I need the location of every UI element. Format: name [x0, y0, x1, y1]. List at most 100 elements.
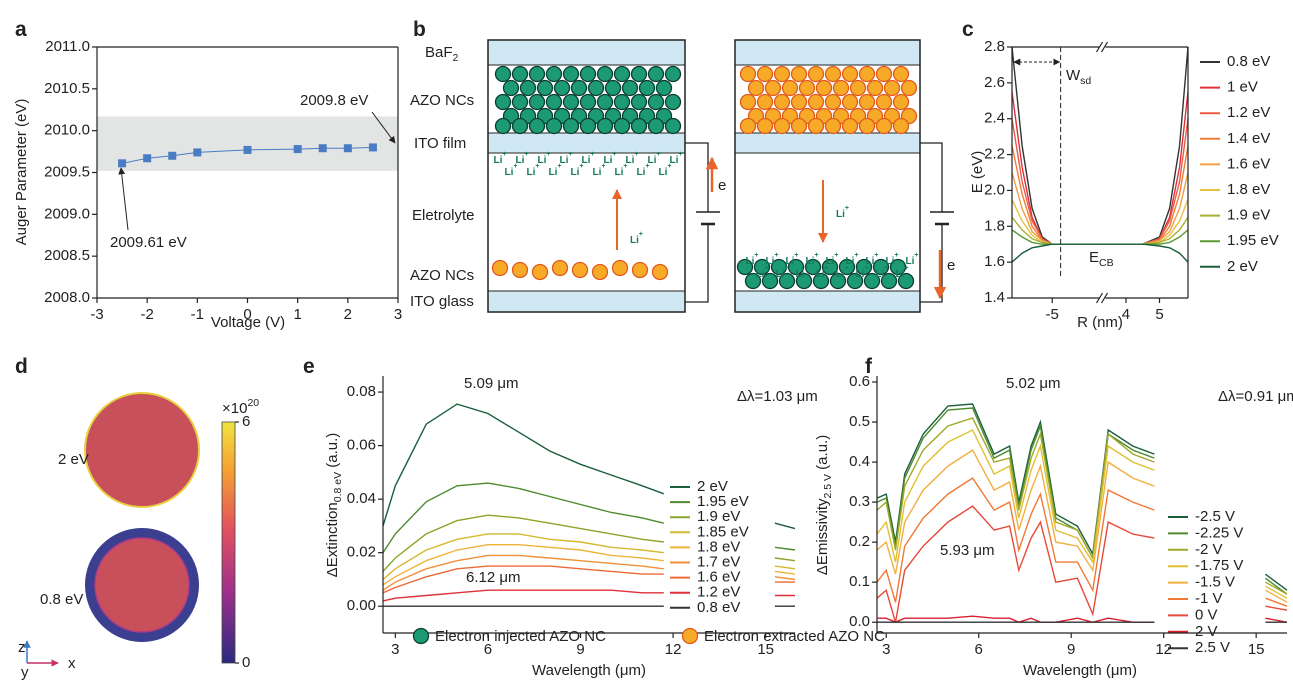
- text-sup: +: [535, 163, 539, 170]
- text-part: e: [718, 177, 726, 194]
- text-part: 2008.0: [44, 289, 90, 306]
- text-part: 2: [344, 306, 352, 323]
- text-part: Li: [856, 269, 865, 280]
- text-part: -2 V: [1195, 541, 1223, 558]
- text-part: 2009.61 eV: [110, 234, 187, 251]
- text-sup: +: [645, 163, 649, 170]
- text-part: Li: [648, 155, 657, 166]
- nanocrystal-injected: [502, 79, 520, 97]
- nanocrystal-injected: [596, 65, 614, 83]
- li-ion: Li+: [670, 151, 683, 166]
- text-part: b: [413, 18, 426, 41]
- li-ion: Li+: [816, 265, 829, 280]
- y-tick-label: 1.6: [984, 253, 1005, 270]
- text-part: Li: [560, 155, 569, 166]
- text-part: 2.5 V: [1195, 639, 1230, 656]
- axis-glyph: y: [21, 664, 29, 681]
- text-part: Δλ=0.91 μm: [1218, 388, 1293, 405]
- text-sup: +: [845, 205, 849, 212]
- text-part: ITO glass: [410, 293, 474, 310]
- nanocrystal-injected: [570, 79, 588, 97]
- nanocrystal-injected: [596, 93, 614, 111]
- text-sup: +: [568, 151, 572, 158]
- nanocrystal-injected: [647, 117, 665, 135]
- text-part: -1.5 V: [1195, 574, 1235, 591]
- text-part: -1 V: [1195, 590, 1223, 607]
- text-part: -1: [191, 306, 204, 323]
- nanocrystal-injected: [753, 258, 771, 276]
- y-tick-label: 0.5: [849, 413, 870, 430]
- text-sup: +: [794, 252, 798, 259]
- li-ion: Li+: [846, 252, 859, 267]
- text-part: Li: [896, 269, 905, 280]
- legend-label: 1.4 eV: [1227, 130, 1270, 147]
- nanocrystal-extracted: [571, 261, 589, 279]
- nanocrystal-extracted: [858, 93, 876, 111]
- y-tick-label: 2.8: [984, 38, 1005, 55]
- text-part: R (nm): [1077, 314, 1123, 331]
- nanocrystal-extracted: [824, 93, 842, 111]
- li-ion: Li+: [527, 163, 540, 178]
- x-tick-label: 15: [757, 641, 774, 658]
- y-tick-label: 0.02: [347, 544, 376, 561]
- panel-label: b: [413, 18, 426, 41]
- nanocrystal-injected: [494, 117, 512, 135]
- x-tick-label: -2: [140, 306, 153, 323]
- text-sup: +: [557, 163, 561, 170]
- y-tick-label: 2009.0: [44, 205, 90, 222]
- annotation: 2009.8 eV: [300, 92, 368, 109]
- nanocrystal-extracted: [807, 93, 825, 111]
- text-part: Li: [593, 167, 602, 178]
- nanocrystal-injected: [761, 272, 779, 290]
- nanocrystal-injected: [562, 93, 580, 111]
- baf-layer: [487, 39, 686, 66]
- data-line: [876, 505, 1288, 623]
- x-tick-label: -1: [191, 306, 204, 323]
- text-part: ×10: [222, 400, 247, 417]
- data-line: [382, 514, 796, 572]
- legend-label: Electron extracted AZO NC: [704, 628, 885, 645]
- nanocrystal-extracted: [756, 93, 774, 111]
- text-part: Li: [604, 155, 613, 166]
- nanocrystal-injected: [604, 79, 622, 97]
- text-sup: +: [623, 163, 627, 170]
- text-part: 6: [242, 413, 250, 430]
- text-part: (a.u.): [324, 433, 341, 472]
- text-part: Li: [527, 167, 536, 178]
- li-ion: Li+: [876, 265, 889, 280]
- nanocrystal-injected: [613, 117, 631, 135]
- li-ion: Li+: [549, 163, 562, 178]
- text-part: 0.00: [347, 597, 376, 614]
- text-part: d: [15, 355, 28, 378]
- text-part: 15: [1248, 641, 1265, 658]
- text-part: 1.2 eV: [697, 584, 740, 601]
- nanocrystal-injected: [562, 117, 580, 135]
- legend-label: 2 eV: [697, 478, 728, 495]
- text-sup: +: [824, 265, 828, 272]
- text-part: 0.8 eV: [1227, 53, 1270, 70]
- text-part: -3: [90, 306, 103, 323]
- legend-label: 1.9 eV: [697, 508, 740, 525]
- nanocrystal-injected: [846, 272, 864, 290]
- li-ion: Li+: [604, 151, 617, 166]
- nanocrystal-extracted: [824, 117, 842, 135]
- nanocrystal-extracted: [815, 79, 833, 97]
- text-part: 0.5: [849, 413, 870, 430]
- li-ion: Li+: [786, 252, 799, 267]
- li-ion: Li+: [766, 252, 779, 267]
- text-part: Li: [826, 256, 835, 267]
- nanocrystal-injected: [744, 272, 762, 290]
- text-part: BaF: [425, 44, 453, 61]
- text-part: 2010.5: [44, 80, 90, 97]
- nanocrystal-extracted: [849, 79, 867, 97]
- nanocrystal-injected: [812, 272, 830, 290]
- text-sup: +: [634, 151, 638, 158]
- text-sup: +: [590, 151, 594, 158]
- axis-break-gap: [1099, 295, 1106, 301]
- ito-glass-layer: [734, 290, 921, 313]
- x-tick-label: 1: [293, 306, 301, 323]
- cell-right: [734, 39, 921, 313]
- nanocrystal-injected: [587, 79, 605, 97]
- axis-break: [1095, 292, 1104, 304]
- nanocrystal-extracted: [798, 79, 816, 97]
